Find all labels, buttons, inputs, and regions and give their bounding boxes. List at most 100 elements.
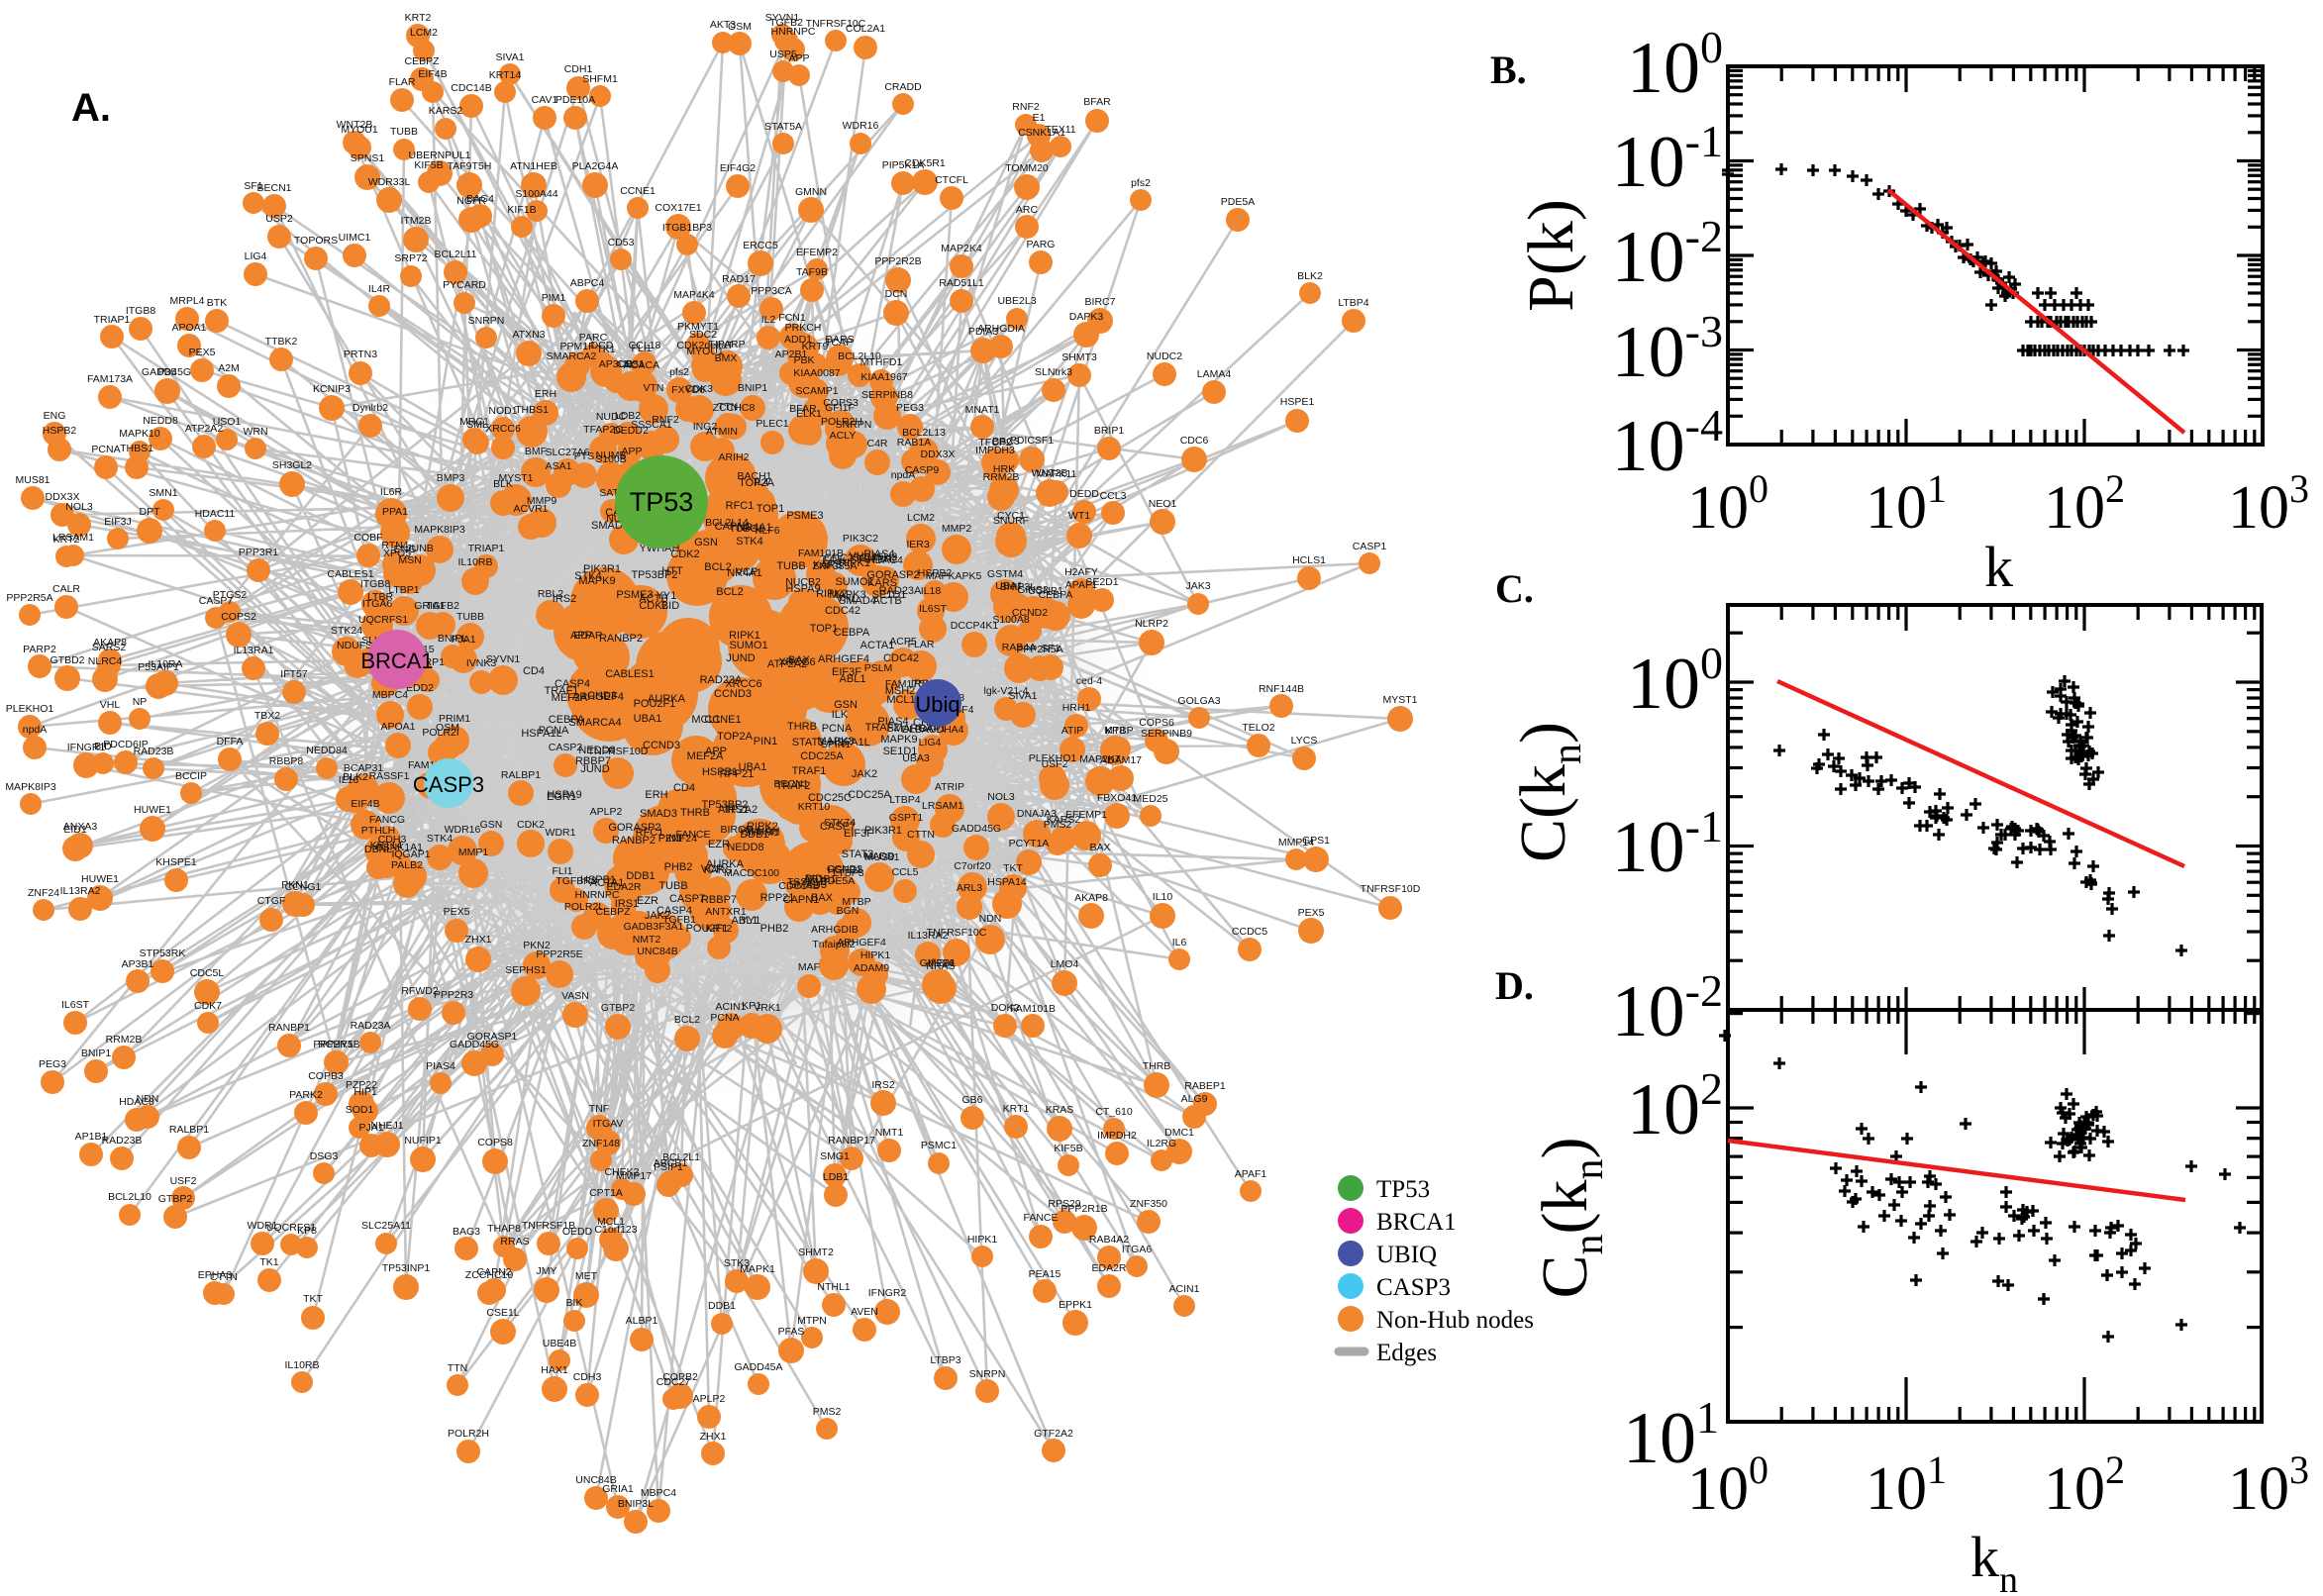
svg-text:FAM101B: FAM101B [798, 548, 844, 559]
svg-text:MMP9: MMP9 [527, 495, 556, 507]
svg-text:CTTN: CTTN [907, 829, 935, 841]
svg-text:IL6: IL6 [1172, 937, 1187, 948]
svg-text:LCM2: LCM2 [907, 512, 935, 524]
svg-text:RFWD2: RFWD2 [401, 985, 438, 997]
svg-text:MAF: MAF [798, 961, 820, 973]
svg-text:XPO5: XPO5 [383, 548, 411, 559]
svg-text:IRS1: IRS1 [615, 898, 639, 910]
svg-text:IL13RA2: IL13RA2 [60, 885, 101, 897]
svg-text:RNF2: RNF2 [1012, 101, 1040, 113]
svg-text:COPS8: COPS8 [477, 1137, 513, 1148]
svg-text:ITGA6: ITGA6 [1122, 1244, 1153, 1255]
svg-text:TRIAP1: TRIAP1 [468, 543, 505, 554]
svg-text:RIPK1: RIPK1 [729, 630, 760, 642]
svg-text:PPP3R1: PPP3R1 [239, 547, 278, 558]
svg-text:STK3: STK3 [724, 1257, 750, 1269]
svg-text:MAPK10: MAPK10 [119, 428, 160, 440]
svg-text:PARP2: PARP2 [23, 644, 56, 655]
svg-text:KARS: KARS [867, 577, 897, 589]
svg-text:SYVN1: SYVN1 [765, 12, 800, 24]
svg-text:SE2D1: SE2D1 [1085, 576, 1118, 588]
svg-text:KRT1: KRT1 [1003, 1103, 1030, 1115]
svg-text:ARHGEF4: ARHGEF4 [572, 691, 624, 703]
svg-text:IMPDH3: IMPDH3 [975, 445, 1015, 456]
svg-text:KARS2: KARS2 [1047, 814, 1081, 826]
svg-text:NP: NP [133, 696, 148, 708]
svg-text:TNFRSF10D: TNFRSF10D [1361, 883, 1421, 895]
svg-text:STAT3: STAT3 [842, 848, 874, 860]
svg-text:SSSCA1: SSSCA1 [631, 419, 672, 431]
svg-text:PEG3: PEG3 [39, 1058, 66, 1070]
svg-text:LTBP4: LTBP4 [1338, 297, 1368, 309]
svg-text:TUBB: TUBB [456, 611, 484, 623]
svg-text:GTBP2: GTBP2 [601, 1002, 636, 1014]
svg-text:pfs2: pfs2 [1131, 177, 1151, 189]
svg-text:PFAS: PFAS [778, 1326, 805, 1338]
svg-text:TP53: TP53 [1376, 1176, 1430, 1203]
svg-text:HSPB2: HSPB2 [918, 567, 953, 579]
svg-text:GB6: GB6 [961, 1094, 982, 1106]
svg-text:KRT14: KRT14 [489, 69, 522, 81]
svg-text:EDD2: EDD2 [406, 682, 434, 694]
svg-text:PKN1: PKN1 [281, 879, 309, 891]
svg-text:CDC42: CDC42 [883, 652, 919, 664]
svg-text:CCNB1: CCNB1 [1028, 585, 1063, 597]
svg-text:POLR2I: POLR2I [422, 727, 458, 739]
svg-text:SNRPN: SNRPN [969, 1368, 1006, 1380]
svg-text:CDC25A: CDC25A [848, 789, 891, 801]
svg-text:HRK: HRK [993, 463, 1015, 475]
svg-text:PLA2G4A: PLA2G4A [572, 160, 619, 172]
svg-text:SHMT3: SHMT3 [1061, 351, 1097, 363]
svg-text:PCNA: PCNA [822, 723, 853, 735]
svg-text:CPT1A: CPT1A [589, 1187, 623, 1199]
svg-text:Cn(kn): Cn(kn) [1529, 1138, 1612, 1299]
svg-text:PSIP1: PSIP1 [654, 1161, 683, 1173]
svg-text:MTPN: MTPN [797, 1315, 827, 1327]
svg-text:ZHX1: ZHX1 [465, 934, 492, 946]
svg-text:UNC84B: UNC84B [575, 1474, 616, 1486]
svg-text:PIM1: PIM1 [542, 292, 566, 304]
svg-text:BCL2L13: BCL2L13 [902, 427, 946, 439]
svg-text:EPHA3: EPHA3 [198, 1269, 233, 1281]
svg-text:CDK7: CDK7 [194, 1000, 222, 1012]
svg-text:PEG3: PEG3 [896, 402, 924, 414]
svg-text:COL2A1: COL2A1 [846, 23, 885, 35]
svg-text:GADD45A: GADD45A [734, 1361, 782, 1373]
svg-text:CDK5R1: CDK5R1 [904, 157, 946, 169]
svg-text:RPS29: RPS29 [1048, 1198, 1080, 1210]
svg-text:PIP5K1A: PIP5K1A [882, 159, 925, 171]
svg-text:BFAR: BFAR [1083, 96, 1111, 108]
svg-text:CDK2: CDK2 [670, 549, 699, 560]
svg-text:APP: APP [705, 746, 727, 757]
svg-text:ITGA6: ITGA6 [362, 598, 393, 610]
svg-text:IL18: IL18 [921, 585, 942, 597]
svg-text:STAT3: STAT3 [792, 737, 825, 748]
svg-text:SMARCA2: SMARCA2 [547, 350, 597, 362]
svg-text:CSE1L: CSE1L [486, 1307, 519, 1319]
svg-text:THRB: THRB [680, 807, 710, 819]
svg-text:HSPB2: HSPB2 [43, 425, 77, 437]
svg-text:MADD: MADD [864, 850, 895, 862]
svg-text:P(k): P(k) [1515, 199, 1587, 312]
svg-text:CABLES1: CABLES1 [327, 568, 373, 580]
svg-text:RRM2B: RRM2B [106, 1034, 143, 1046]
svg-text:PYCARD: PYCARD [443, 279, 486, 291]
svg-text:CDH3: CDH3 [378, 834, 407, 846]
svg-text:RNF2: RNF2 [652, 414, 679, 426]
svg-text:LDB1: LDB1 [823, 1171, 849, 1183]
svg-text:TOPORS: TOPORS [294, 235, 338, 247]
svg-text:THRB: THRB [787, 721, 817, 733]
svg-text:CCL18: CCL18 [629, 340, 661, 351]
svg-text:BID: BID [94, 741, 112, 752]
svg-text:S100A44: S100A44 [515, 188, 557, 200]
svg-text:KIAA1967: KIAA1967 [860, 371, 907, 383]
svg-text:MET: MET [575, 1270, 598, 1282]
svg-text:UQCRFS1: UQCRFS1 [358, 614, 408, 626]
svg-text:PDE10A: PDE10A [556, 94, 595, 106]
svg-text:PTS: PTS [574, 450, 594, 462]
svg-text:WNT2B: WNT2B [1032, 467, 1068, 479]
svg-text:POU2F1: POU2F1 [634, 698, 676, 710]
svg-text:OSM: OSM [436, 722, 459, 734]
svg-text:B.: B. [1490, 48, 1527, 92]
svg-text:PPM1F: PPM1F [559, 341, 594, 352]
